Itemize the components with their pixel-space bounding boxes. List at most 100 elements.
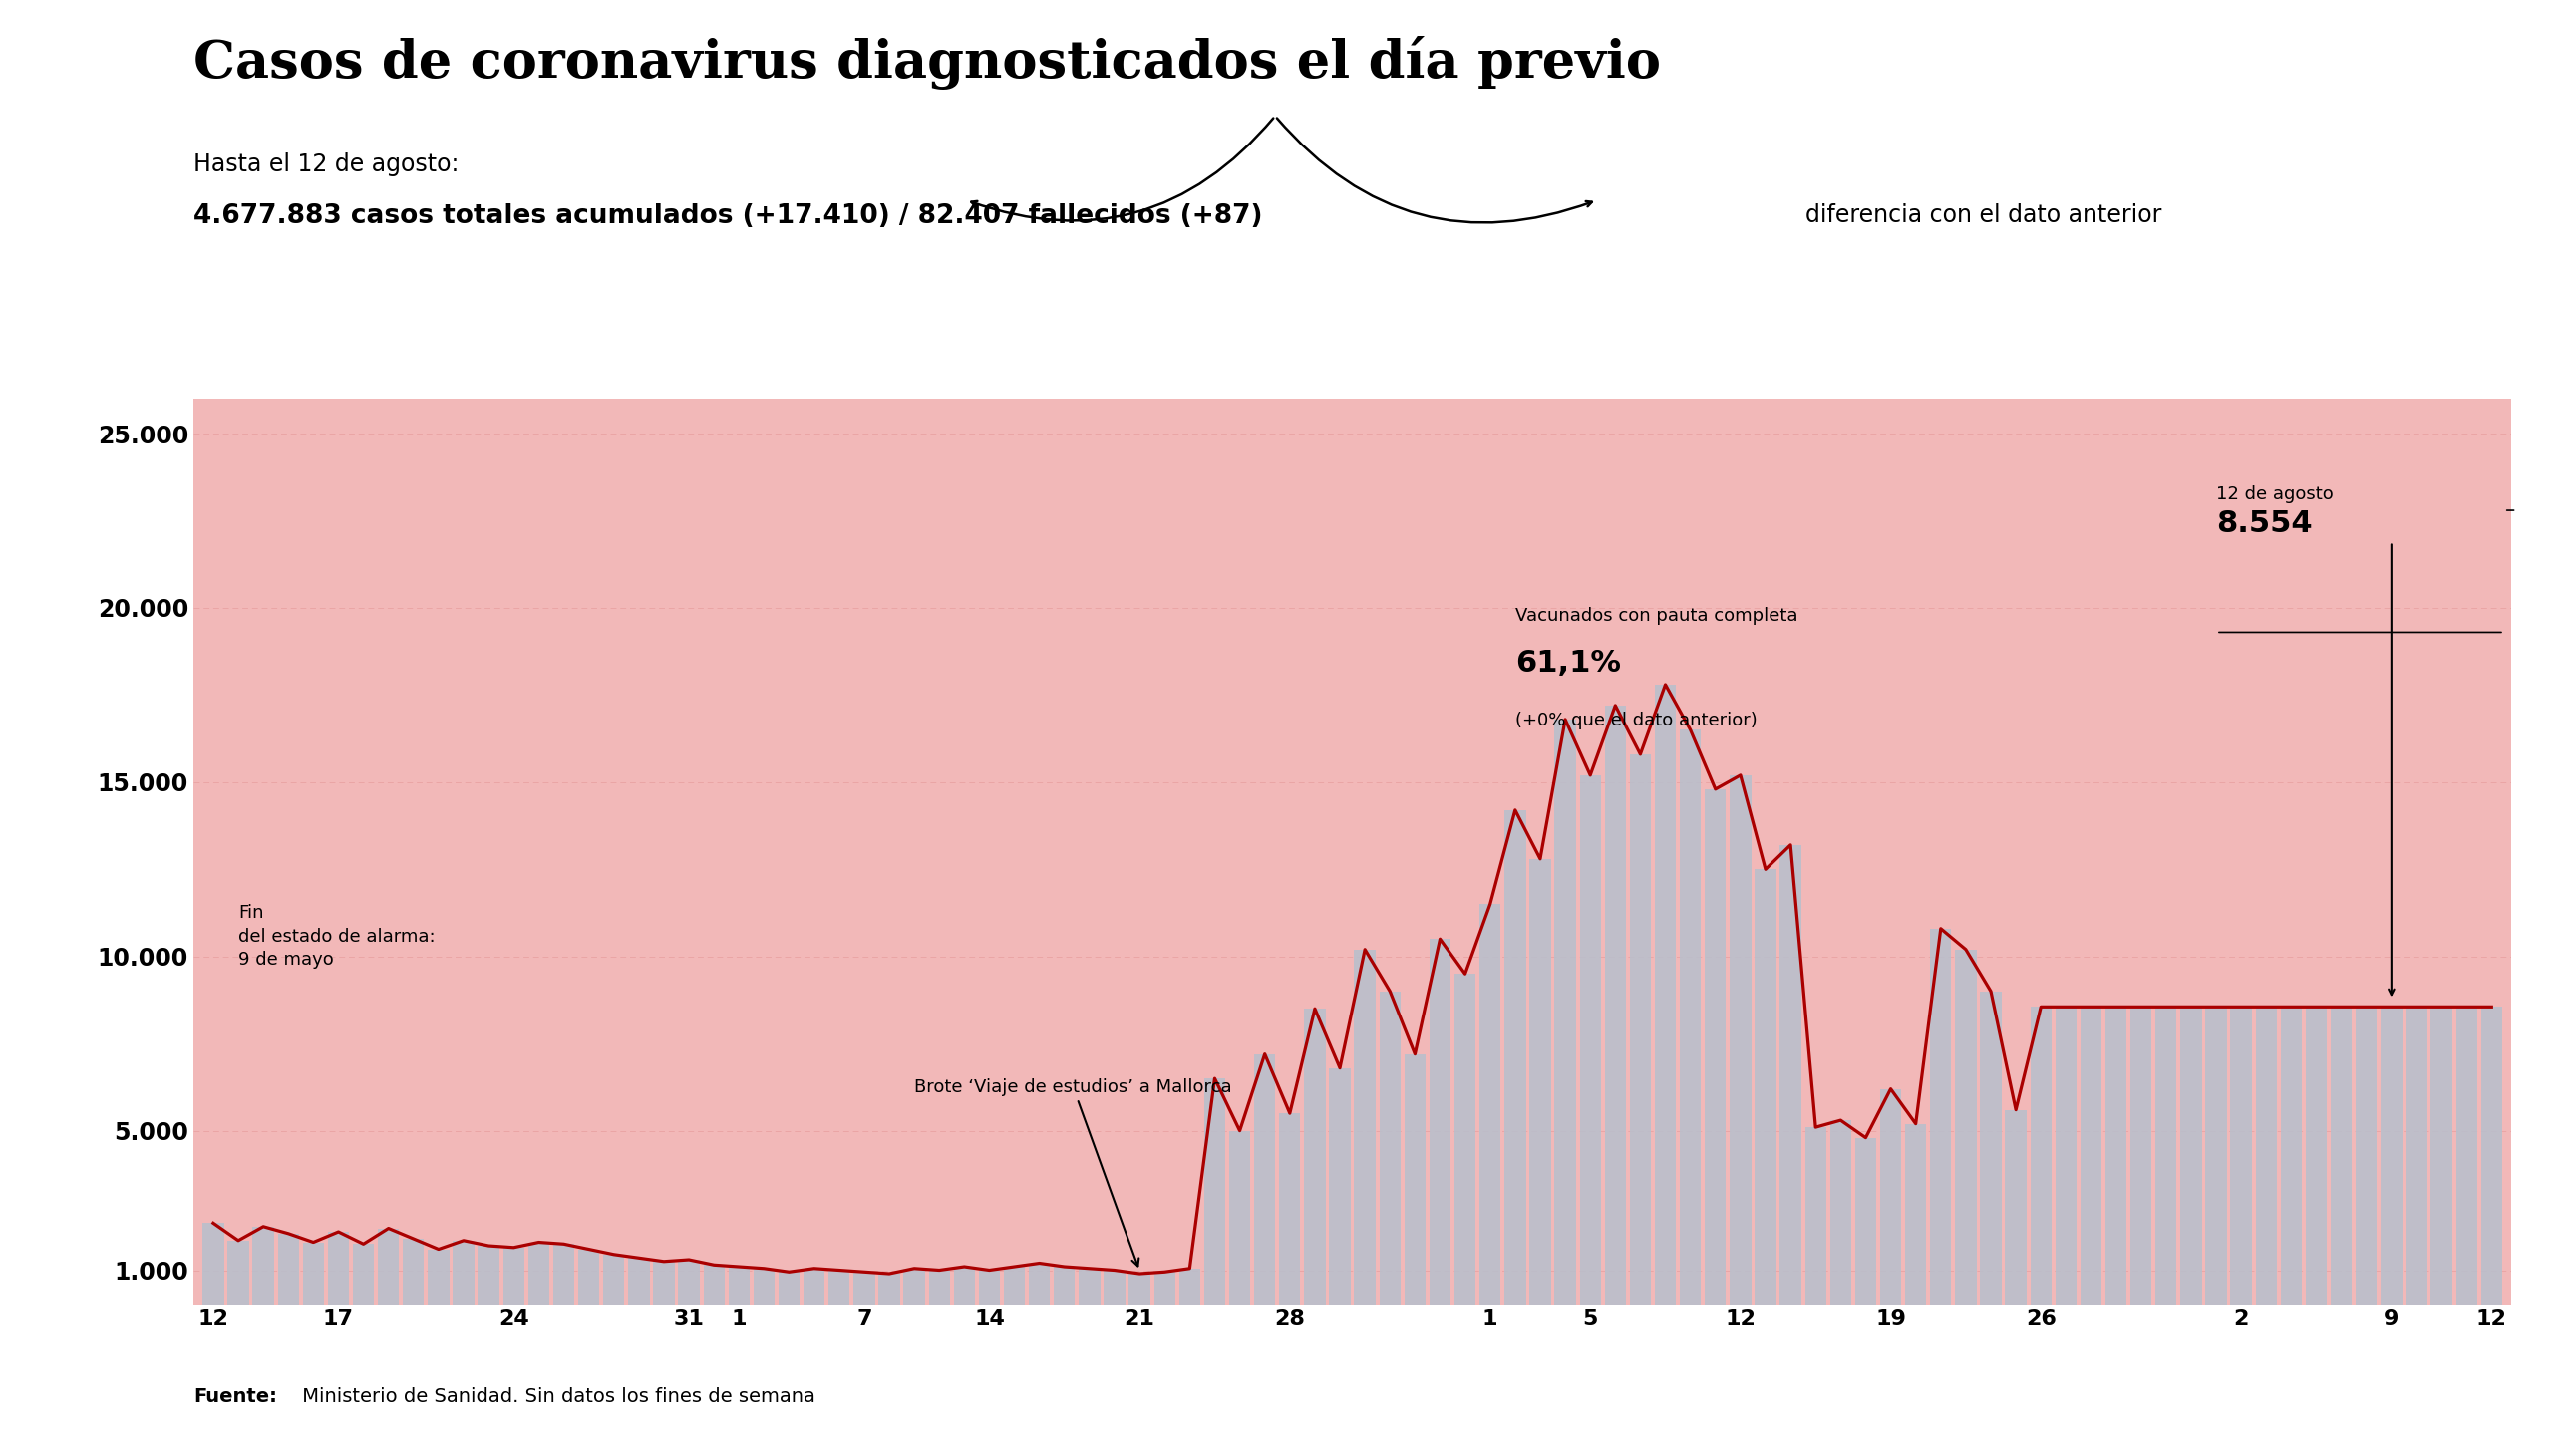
Bar [1929, 928, 1953, 1305]
Text: 8.554: 8.554 [2215, 509, 2313, 538]
Bar [502, 1247, 526, 1305]
Bar [2481, 1006, 2501, 1305]
Text: Fin
del estado de alarma:
9 de mayo: Fin del estado de alarma: 9 de mayo [237, 905, 435, 969]
Bar [1229, 1131, 1249, 1305]
Bar [1631, 754, 1651, 1305]
Bar [1028, 1263, 1051, 1305]
Bar [654, 1262, 675, 1305]
Bar [1855, 1138, 1875, 1305]
Bar [2280, 1006, 2303, 1305]
Bar [1054, 1267, 1074, 1305]
Bar [1329, 1069, 1350, 1305]
Text: Fuente:: Fuente: [193, 1388, 276, 1406]
Bar [930, 1270, 951, 1305]
Bar [2231, 1006, 2251, 1305]
Text: Casos de coronavirus diagnosticados el día previo: Casos de coronavirus diagnosticados el d… [193, 36, 1662, 90]
Bar [853, 1272, 876, 1305]
Bar [953, 1267, 974, 1305]
Bar [2406, 1006, 2427, 1305]
Bar [2179, 1006, 2202, 1305]
Bar [1128, 1273, 1151, 1305]
Bar [554, 1244, 574, 1305]
Bar [278, 1234, 299, 1305]
Text: 12 de agosto: 12 de agosto [2215, 486, 2334, 503]
Bar [204, 1224, 224, 1305]
Bar [752, 1269, 775, 1305]
Bar [1255, 1054, 1275, 1305]
Bar [904, 1269, 925, 1305]
Bar [1430, 940, 1450, 1305]
Bar [2105, 1006, 2128, 1305]
Bar [2004, 1109, 2027, 1305]
Text: (+0% que el dato anterior): (+0% que el dato anterior) [1515, 712, 1757, 729]
Bar [1355, 950, 1376, 1305]
Bar [1654, 684, 1677, 1305]
Bar [453, 1241, 474, 1305]
Bar [1105, 1270, 1126, 1305]
Bar [2030, 1006, 2050, 1305]
Text: 61,1%: 61,1% [1515, 648, 1620, 677]
Text: Hasta el 12 de agosto:: Hasta el 12 de agosto: [193, 152, 459, 175]
Bar [1880, 1089, 1901, 1305]
Bar [1530, 858, 1551, 1305]
Bar [829, 1270, 850, 1305]
Bar [878, 1273, 899, 1305]
Bar [1754, 870, 1775, 1305]
Bar [2205, 1006, 2226, 1305]
Bar [2257, 1006, 2277, 1305]
Bar [603, 1254, 623, 1305]
Bar [729, 1267, 750, 1305]
Bar [327, 1232, 350, 1305]
Bar [1553, 719, 1577, 1305]
Bar [1906, 1124, 1927, 1305]
Bar [979, 1270, 999, 1305]
Bar [2354, 1006, 2378, 1305]
Bar [1455, 974, 1476, 1305]
Bar [577, 1250, 600, 1305]
Bar [1705, 789, 1726, 1305]
Text: Brote ‘Viaje de estudios’ a Mallorca: Brote ‘Viaje de estudios’ a Mallorca [914, 1077, 1231, 1266]
Bar [2156, 1006, 2177, 1305]
Bar [1680, 729, 1700, 1305]
Text: Vacunados con pauta completa: Vacunados con pauta completa [1515, 608, 1798, 625]
Bar [1154, 1272, 1175, 1305]
Bar [804, 1269, 824, 1305]
Bar [1203, 1079, 1226, 1305]
Bar [2130, 1006, 2151, 1305]
Bar [227, 1241, 250, 1305]
Bar [304, 1243, 325, 1305]
Bar [1605, 706, 1625, 1305]
Text: diferencia con el dato anterior: diferencia con el dato anterior [1790, 203, 2161, 226]
Bar [1981, 992, 2002, 1305]
Bar [1180, 1269, 1200, 1305]
Bar [629, 1259, 649, 1305]
Bar [677, 1260, 701, 1305]
Bar [1829, 1121, 1852, 1305]
Bar [2455, 1006, 2478, 1305]
Bar [1579, 776, 1600, 1305]
Bar [1079, 1269, 1100, 1305]
Bar [1005, 1267, 1025, 1305]
Bar [1780, 845, 1801, 1305]
Bar [528, 1243, 549, 1305]
Bar [1806, 1127, 1826, 1305]
Bar [1479, 905, 1502, 1305]
Bar [2331, 1006, 2352, 1305]
Bar [379, 1228, 399, 1305]
Bar [353, 1244, 374, 1305]
Text: Ministerio de Sanidad. Sin datos los fines de semana: Ministerio de Sanidad. Sin datos los fin… [296, 1388, 817, 1406]
Bar [703, 1264, 724, 1305]
Bar [1955, 950, 1976, 1305]
Bar [428, 1250, 448, 1305]
Text: 4.677.883 casos totales acumulados (+17.410) / 82.407 fallecidos (+87): 4.677.883 casos totales acumulados (+17.… [193, 203, 1262, 229]
Bar [1303, 1009, 1327, 1305]
Bar [1504, 811, 1525, 1305]
Bar [1378, 992, 1401, 1305]
Bar [2306, 1006, 2326, 1305]
Bar [2380, 1006, 2401, 1305]
Bar [1280, 1114, 1301, 1305]
Bar [402, 1238, 425, 1305]
Bar [252, 1227, 273, 1305]
Bar [2081, 1006, 2102, 1305]
Bar [2432, 1006, 2452, 1305]
